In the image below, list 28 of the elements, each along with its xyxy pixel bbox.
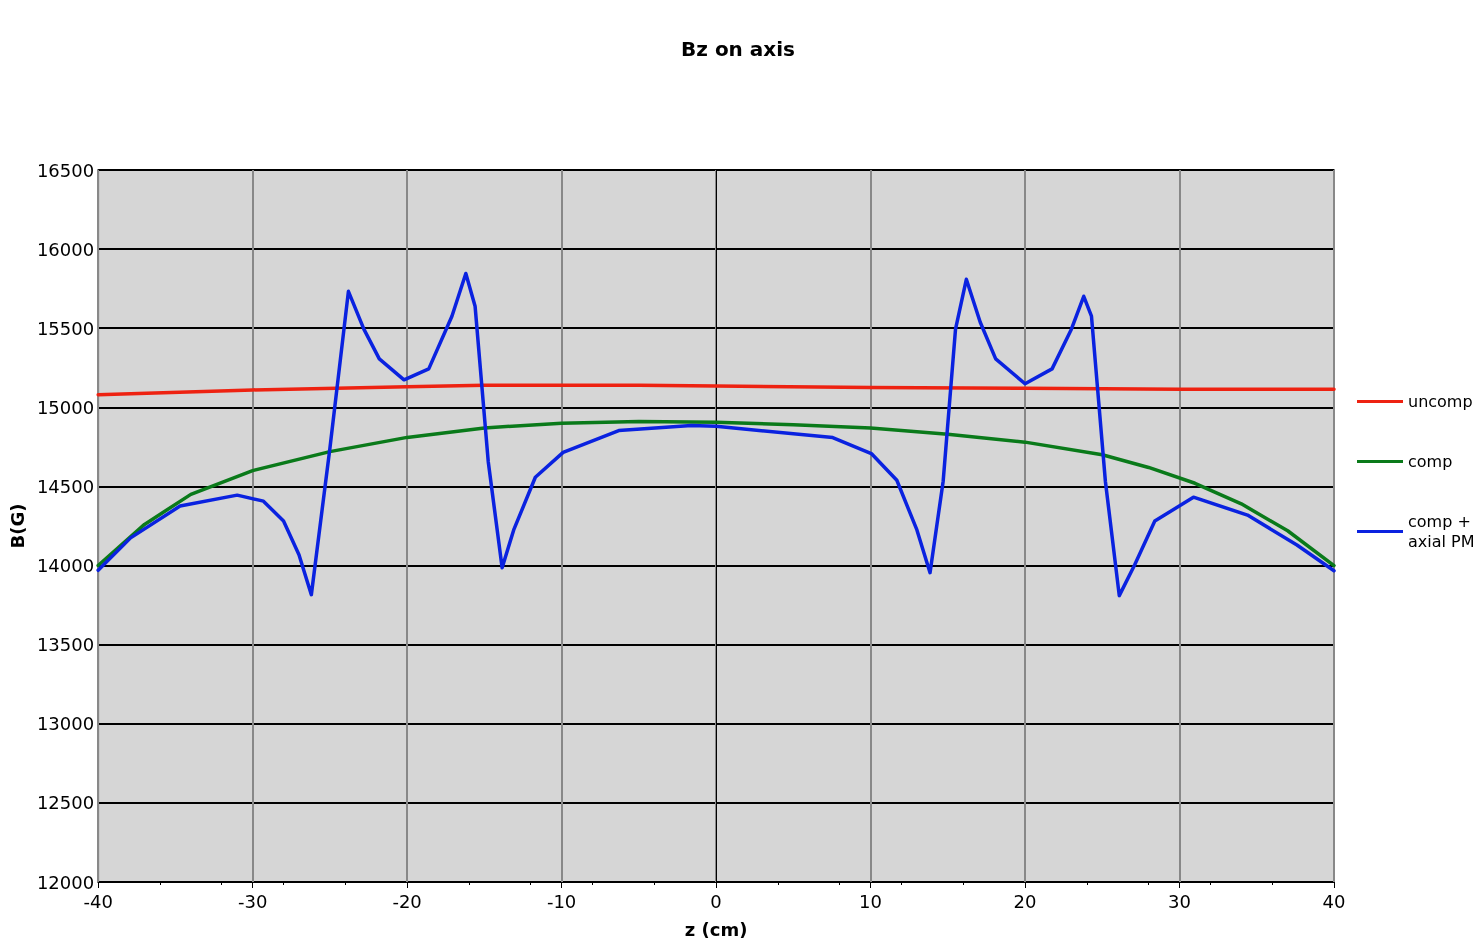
x-tick-label: -20 xyxy=(392,890,422,912)
y-tick-label: 12000 xyxy=(36,871,95,893)
y-tick-label: 13000 xyxy=(36,713,95,735)
y-tick-label: 14000 xyxy=(36,555,95,577)
y-tick-label: 16500 xyxy=(36,159,95,181)
legend-label: uncomp xyxy=(1408,392,1473,411)
y-tick-label: 15500 xyxy=(36,317,95,339)
line-series xyxy=(96,419,1336,568)
y-tick-label: 16000 xyxy=(36,238,95,260)
line-series xyxy=(96,383,1336,397)
y-axis-title: B(G) xyxy=(6,503,28,549)
x-tick-label: 10 xyxy=(859,890,883,912)
line-series xyxy=(96,271,1336,598)
y-tick-label: 15000 xyxy=(36,396,95,418)
x-axis-title: z (cm) xyxy=(684,918,748,940)
x-tick-label: 0 xyxy=(710,890,722,912)
y-tick-label: 13500 xyxy=(36,634,95,656)
y-tick-label: 12500 xyxy=(36,792,95,814)
chart-title: Bz on axis xyxy=(681,37,795,61)
legend-label: comp xyxy=(1408,452,1453,471)
x-tick-label: 40 xyxy=(1322,890,1346,912)
x-tick-label: -40 xyxy=(83,890,113,912)
legend-label: comp + axial PM xyxy=(1408,512,1476,551)
x-tick-label: -30 xyxy=(237,890,268,912)
x-tick-label: -10 xyxy=(546,890,577,912)
y-tick-label: 14500 xyxy=(36,475,95,497)
x-tick-label: 30 xyxy=(1168,890,1191,912)
x-tick-label: 20 xyxy=(1013,890,1037,912)
